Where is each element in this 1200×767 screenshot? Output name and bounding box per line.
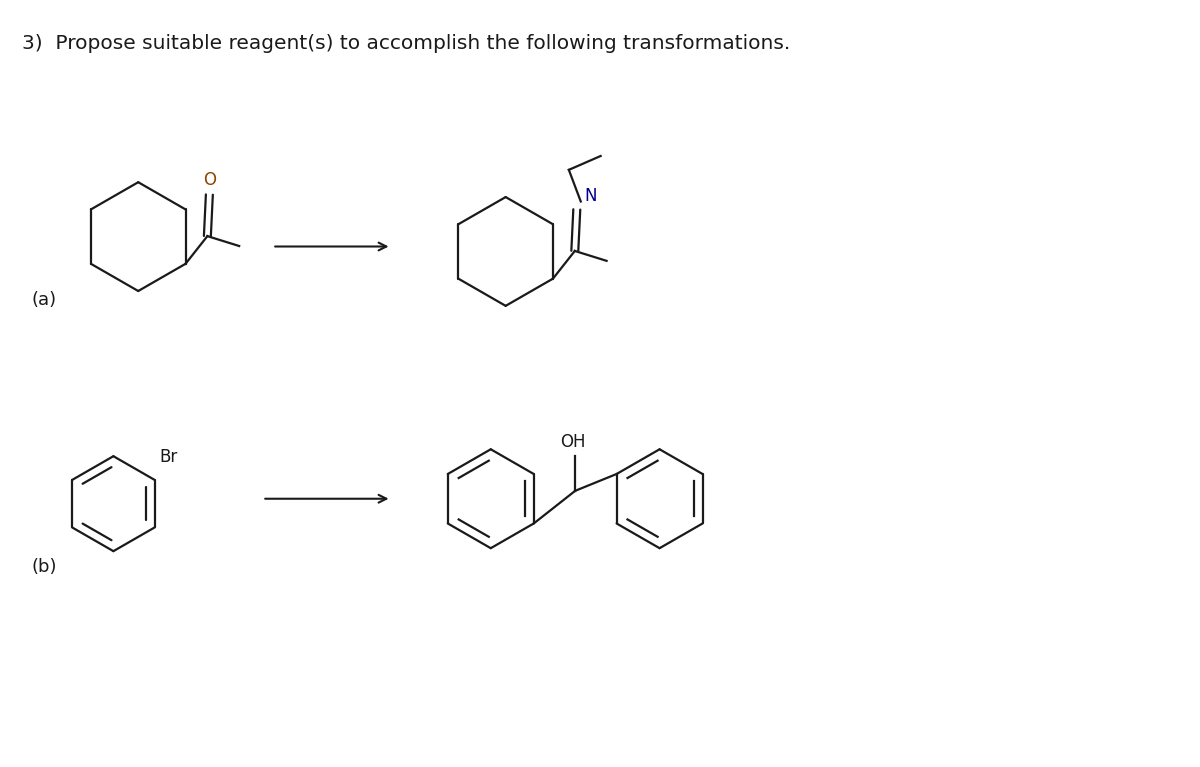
Text: (a): (a) — [32, 291, 58, 309]
Text: N: N — [584, 187, 598, 206]
Text: (b): (b) — [32, 558, 58, 576]
Text: Br: Br — [160, 448, 178, 466]
Text: O: O — [203, 170, 216, 189]
Text: 3)  Propose suitable reagent(s) to accomplish the following transformations.: 3) Propose suitable reagent(s) to accomp… — [22, 34, 791, 53]
Text: OH: OH — [560, 433, 586, 451]
